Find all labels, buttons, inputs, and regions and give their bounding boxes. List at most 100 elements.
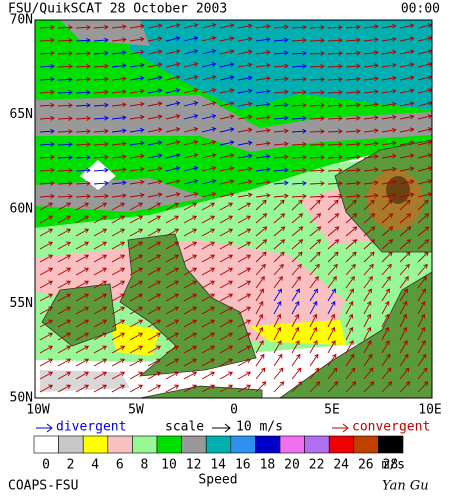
- wind-arrow: [219, 358, 234, 367]
- wind-arrow: [147, 179, 163, 185]
- wind-arrow: [255, 102, 271, 107]
- scale-arrow: [212, 423, 231, 433]
- wind-arrow: [93, 267, 108, 276]
- wind-arrow: [363, 381, 375, 393]
- wind-arrow: [201, 140, 217, 146]
- wind-arrow: [57, 64, 73, 69]
- wind-arrow: [201, 88, 217, 94]
- wind-arrow: [147, 114, 163, 120]
- wind-arrow: [165, 75, 181, 81]
- wind-arrow: [129, 267, 144, 276]
- convergent-arrow: [332, 423, 349, 433]
- wind-arrow: [111, 50, 127, 56]
- wind-arrow: [219, 153, 235, 159]
- wind-arrow: [381, 213, 394, 224]
- wind-arrow: [201, 384, 216, 393]
- wind-arrow: [129, 23, 145, 29]
- lat-label: 50N: [10, 391, 33, 406]
- wind-arrow: [129, 36, 145, 42]
- wind-arrow: [93, 228, 108, 237]
- wind-arrow: [327, 367, 338, 380]
- wind-arrow: [399, 326, 408, 341]
- wind-arrow: [291, 353, 301, 367]
- wind-arrow: [237, 88, 253, 94]
- wind-arrow: [165, 179, 181, 185]
- wind-arrow: [75, 241, 90, 250]
- wind-arrow: [273, 115, 289, 121]
- wind-arrow: [57, 103, 73, 108]
- wind-arrow: [309, 181, 325, 186]
- wind-arrow: [291, 24, 307, 30]
- wind-arrow: [381, 153, 397, 159]
- wind-arrow: [219, 114, 235, 120]
- divergent-arrow: [36, 423, 53, 433]
- wind-arrow: [399, 62, 415, 68]
- wind-arrow: [111, 228, 126, 237]
- wind-arrow: [57, 155, 73, 160]
- wind-arrow: [111, 358, 126, 367]
- wind-arrow: [255, 24, 271, 29]
- wind-arrow: [237, 127, 253, 133]
- wind-arrow: [57, 142, 73, 147]
- wind-arrow: [273, 367, 284, 380]
- wind-arrow: [201, 319, 216, 328]
- wind-arrow: [237, 140, 253, 146]
- wind-arrow: [273, 239, 286, 250]
- wind-arrow: [219, 215, 234, 224]
- wind-arrow: [291, 128, 307, 134]
- wind-arrow: [381, 367, 392, 380]
- wind-arrow: [219, 127, 235, 133]
- wind-arrow: [57, 181, 73, 186]
- wind-arrow: [417, 300, 426, 315]
- wind-arrow: [57, 228, 72, 237]
- wind-arrow: [219, 75, 235, 81]
- land: [279, 271, 432, 398]
- wind-arrow: [399, 239, 412, 250]
- wind-arrow: [363, 115, 379, 121]
- colorbar-swatch: [230, 435, 256, 454]
- wind-arrow: [39, 193, 55, 199]
- wind-arrow: [201, 127, 217, 133]
- wind-arrow: [57, 77, 73, 82]
- wind-arrow: [309, 103, 325, 108]
- wind-arrow: [345, 180, 361, 186]
- wind-arrow: [219, 179, 235, 185]
- wind-arrow: [291, 251, 303, 263]
- wind-arrow: [111, 193, 127, 199]
- map-frame: [34, 19, 433, 399]
- wind-arrow: [129, 254, 144, 263]
- wind-arrow: [399, 75, 415, 81]
- wind-arrow: [147, 202, 162, 211]
- wind-arrow: [327, 76, 343, 82]
- wind-arrow: [57, 129, 73, 134]
- wind-arrow: [327, 381, 339, 393]
- wind-arrow: [255, 263, 266, 276]
- wind-arrow: [129, 202, 144, 211]
- wind-arrow: [147, 267, 162, 276]
- wind-arrow: [111, 63, 127, 69]
- wind-arrow: [219, 241, 234, 250]
- lon-label: 5W: [128, 403, 144, 418]
- wind-arrow: [381, 88, 397, 94]
- wind-arrow: [219, 166, 235, 172]
- wind-arrow: [291, 300, 300, 315]
- wind-arrow: [291, 326, 300, 341]
- wind-arrow: [111, 371, 126, 380]
- wind-arrow: [291, 381, 303, 393]
- wind-arrow: [363, 63, 379, 69]
- wind-arrow: [147, 306, 162, 315]
- wind-arrow: [273, 141, 289, 147]
- wind-arrow: [309, 90, 325, 95]
- wind-arrow: [219, 62, 235, 68]
- wind-arrow: [39, 76, 55, 82]
- wind-arrow: [39, 293, 54, 302]
- wind-arrow: [399, 300, 408, 315]
- wind-arrow: [237, 267, 252, 276]
- wind-arrow: [273, 251, 285, 263]
- wind-arrow: [381, 49, 397, 55]
- wind-arrow: [147, 36, 163, 42]
- wind-arrow: [291, 115, 307, 121]
- wind-arrow: [183, 280, 198, 289]
- wind-arrow: [111, 254, 126, 263]
- wind-arrow: [219, 332, 234, 341]
